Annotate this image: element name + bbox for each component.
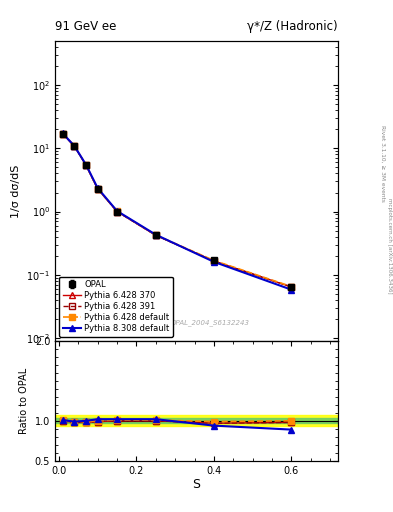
Pythia 6.428 370 <box>115 208 119 215</box>
Pythia 6.428 default <box>72 143 77 149</box>
Line: Pythia 6.428 default: Pythia 6.428 default <box>60 131 294 289</box>
Pythia 6.428 370 <box>95 186 100 192</box>
Pythia 8.308 default <box>211 259 216 265</box>
Legend: OPAL, Pythia 6.428 370, Pythia 6.428 391, Pythia 6.428 default, Pythia 8.308 def: OPAL, Pythia 6.428 370, Pythia 6.428 391… <box>59 276 173 337</box>
Pythia 8.308 default <box>95 185 100 191</box>
Pythia 6.428 391 <box>211 258 216 264</box>
Line: Pythia 8.308 default: Pythia 8.308 default <box>60 131 294 292</box>
Pythia 6.428 370 <box>211 258 216 264</box>
Y-axis label: 1/σ dσ/dS: 1/σ dσ/dS <box>11 164 21 218</box>
Bar <box>55 415 338 426</box>
Pythia 8.308 default <box>72 143 77 149</box>
Pythia 6.428 370 <box>61 131 65 137</box>
Pythia 6.428 391 <box>84 162 88 168</box>
Line: Pythia 6.428 370: Pythia 6.428 370 <box>60 131 294 290</box>
Pythia 8.308 default <box>153 231 158 238</box>
Pythia 6.428 default <box>95 186 100 192</box>
Pythia 8.308 default <box>61 131 65 137</box>
Pythia 8.308 default <box>289 287 294 293</box>
Y-axis label: Ratio to OPAL: Ratio to OPAL <box>19 368 29 434</box>
Text: mcplots.cern.ch [arXiv:1306.3436]: mcplots.cern.ch [arXiv:1306.3436] <box>387 198 391 293</box>
Pythia 6.428 default <box>289 284 294 290</box>
Pythia 6.428 370 <box>72 143 77 150</box>
Pythia 6.428 391 <box>289 284 294 290</box>
Pythia 8.308 default <box>84 162 88 168</box>
Pythia 6.428 391 <box>115 208 119 215</box>
Line: Pythia 6.428 391: Pythia 6.428 391 <box>60 131 294 290</box>
Pythia 6.428 370 <box>289 284 294 290</box>
Bar <box>55 418 338 423</box>
X-axis label: S: S <box>193 478 200 492</box>
Pythia 8.308 default <box>115 208 119 214</box>
Pythia 6.428 370 <box>84 162 88 168</box>
Pythia 6.428 391 <box>95 186 100 192</box>
Pythia 6.428 default <box>84 162 88 168</box>
Text: γ*/Z (Hadronic): γ*/Z (Hadronic) <box>247 20 338 33</box>
Pythia 6.428 default <box>153 232 158 238</box>
Text: Rivet 3.1.10, ≥ 3M events: Rivet 3.1.10, ≥ 3M events <box>381 125 386 202</box>
Pythia 6.428 default <box>61 131 65 137</box>
Pythia 6.428 391 <box>61 131 65 137</box>
Text: OPAL_2004_S6132243: OPAL_2004_S6132243 <box>171 319 250 326</box>
Pythia 6.428 391 <box>72 143 77 150</box>
Text: 91 GeV ee: 91 GeV ee <box>55 20 116 33</box>
Pythia 6.428 391 <box>153 232 158 239</box>
Pythia 6.428 default <box>115 208 119 215</box>
Pythia 6.428 default <box>211 258 216 264</box>
Pythia 6.428 370 <box>153 232 158 239</box>
